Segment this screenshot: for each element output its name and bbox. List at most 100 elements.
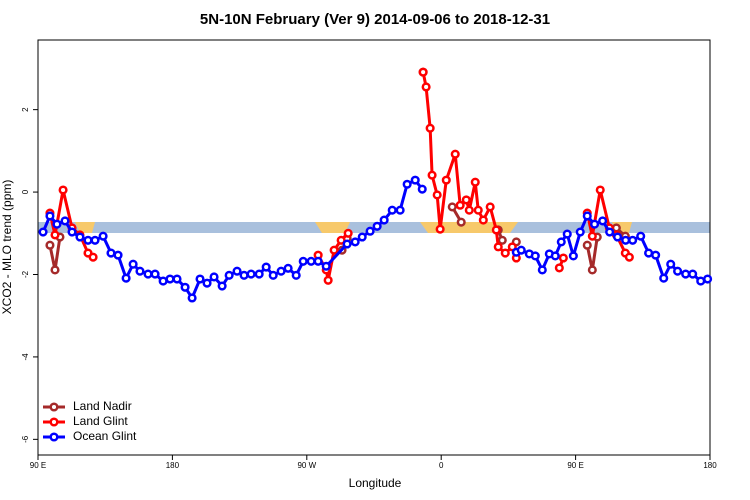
chart-title: 5N-10N February (Ver 9) 2014-09-06 to 20… [200,11,550,28]
land-patch [75,222,95,233]
data-point [450,149,460,159]
data-point [329,245,339,255]
data-point [550,251,560,261]
data-point [98,231,108,241]
data-point [485,202,495,212]
data-point [342,239,352,249]
data-point [556,237,566,247]
data-point [402,179,412,189]
data-point [575,227,585,237]
data-point [350,237,360,247]
data-point [418,67,428,77]
y-tick-label: 2 [21,107,30,112]
data-point [321,261,331,271]
y-tick-label: 0 [21,189,30,194]
data-point [568,251,578,261]
data-point [611,223,621,233]
data-point [432,190,442,200]
x-tick-label: 90 E [567,461,583,470]
data-point [88,252,98,262]
data-point [298,256,308,266]
data-point [45,211,55,221]
data-point [493,242,503,252]
legend-label: Ocean Glint [73,429,137,443]
data-point [417,184,427,194]
data-point [276,266,286,276]
data-point [473,205,483,215]
legend-label: Land Nadir [73,399,132,413]
data-point [357,232,367,242]
data-point [232,266,242,276]
data-point [135,266,145,276]
data-point [421,82,431,92]
data-point [395,205,405,215]
data-point [323,275,333,285]
y-tick-label: -6 [21,435,30,443]
data-point [427,170,437,180]
data-point [554,263,564,273]
data-point [291,270,301,280]
data-point [336,235,346,245]
data-point [470,177,480,187]
data-point [447,202,457,212]
data-point [209,272,219,282]
y-tick-label: -4 [21,353,30,361]
data-point [478,215,488,225]
data-point [696,276,706,286]
data-point [268,270,278,280]
legend-marker [49,402,59,412]
data-point [624,252,634,262]
data-point [681,269,691,279]
legend-marker [49,432,59,442]
data-point [537,265,547,275]
data-point [582,211,592,221]
data-point [372,221,382,231]
data-point [283,263,293,273]
y-tick-label: -2 [21,270,30,278]
data-point [628,235,638,245]
data-point [651,250,661,260]
data-point [121,273,131,283]
data-point [441,175,451,185]
data-point [410,175,420,185]
data-point [516,245,526,255]
data-point [666,259,676,269]
data-point [52,219,62,229]
x-tick-label: 90 W [297,461,316,470]
data-point [306,256,316,266]
data-point [644,248,654,258]
data-point [75,232,85,242]
data-point [187,293,197,303]
data-point [150,269,160,279]
data-point [497,235,507,245]
data-point [435,224,445,234]
data-point [587,231,597,241]
data-point [158,276,168,286]
data-point [195,274,205,284]
data-point [621,235,631,245]
y-axis-label: XCO2 - MLO trend (ppm) [0,180,14,315]
legend-marker [49,417,59,427]
data-point [106,248,116,258]
x-tick-label: 180 [703,461,717,470]
data-point [500,248,510,258]
series-line [41,178,709,300]
data-point [456,217,466,227]
data-point [128,259,138,269]
legend-label: Land Glint [73,414,128,428]
data-point [143,269,153,279]
data-point [90,235,100,245]
data-point [365,226,375,236]
data-point [387,205,397,215]
data-point [50,230,60,240]
data-point [582,240,592,250]
data-point [558,253,568,263]
data-point [461,195,471,205]
data-point [673,266,683,276]
data-point [202,278,212,288]
x-axis-label: Longitude [349,476,402,490]
data-point [688,269,698,279]
x-tick-label: 180 [166,461,180,470]
data-point [605,227,615,237]
